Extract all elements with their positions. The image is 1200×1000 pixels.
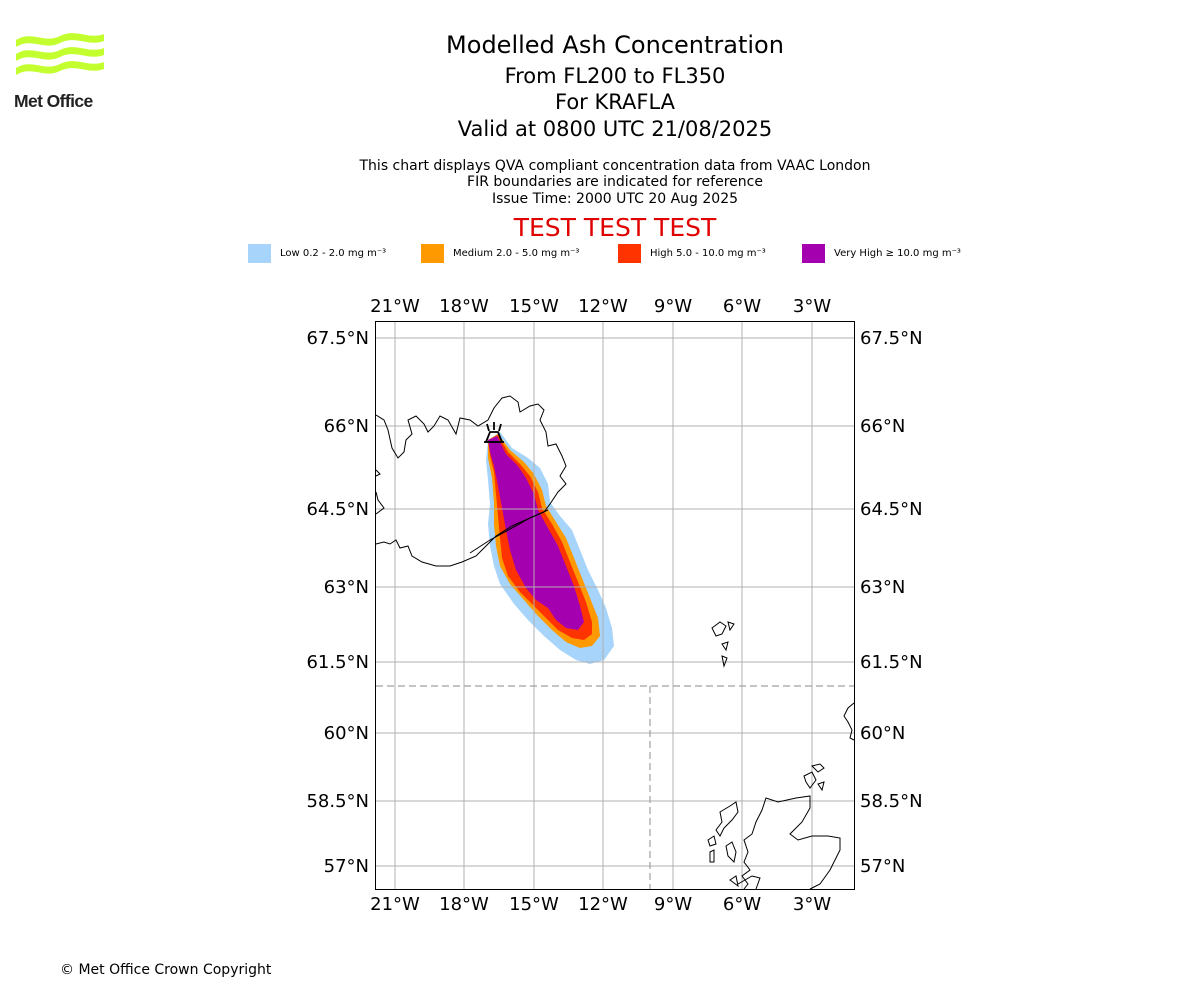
page-title: Modelled Ash Concentration — [446, 31, 784, 59]
flight-levels: From FL200 to FL350 — [504, 64, 726, 88]
lat-label-left: 57°N — [324, 856, 369, 877]
lon-label-top: 9°W — [654, 296, 692, 317]
lon-label-bottom: 3°W — [793, 894, 831, 915]
graticule — [376, 322, 854, 889]
lat-label-left: 60°N — [324, 723, 369, 744]
lon-label-bottom: 15°W — [509, 894, 559, 915]
logo-waves-icon — [16, 33, 104, 75]
hebrides-islands — [707, 801, 761, 890]
legend-label-very-high: Very High ≥ 10.0 mg m⁻³ — [834, 248, 961, 259]
lat-label-right: 64.5°N — [860, 499, 923, 520]
lat-label-left: 61.5°N — [306, 652, 369, 673]
lon-label-bottom: 9°W — [654, 894, 692, 915]
lat-label-left: 67.5°N — [306, 328, 369, 349]
iceland-west-coast — [375, 469, 385, 515]
lon-label-top: 15°W — [509, 296, 559, 317]
lat-label-left: 58.5°N — [306, 791, 369, 812]
faroe-islands — [711, 621, 735, 668]
scotland-coastline — [741, 795, 841, 890]
lat-labels-left: 67.5°N 66°N 64.5°N 63°N 61.5°N 60°N 58.5… — [306, 328, 369, 877]
test-warning: TEST TEST TEST — [513, 213, 717, 242]
lon-label-bottom: 12°W — [578, 894, 628, 915]
volcano-icon — [484, 422, 504, 443]
lat-label-left: 63°N — [324, 577, 369, 598]
legend-label-low: Low 0.2 - 2.0 mg m⁻³ — [280, 248, 387, 259]
lat-label-right: 61.5°N — [860, 652, 923, 673]
legend-swatch-low — [248, 244, 271, 263]
legend-item-very-high: Very High ≥ 10.0 mg m⁻³ — [802, 244, 961, 263]
issue-time: Issue Time: 2000 UTC 20 Aug 2025 — [491, 191, 739, 207]
lon-label-top: 6°W — [723, 296, 761, 317]
fir-boundaries — [376, 685, 854, 889]
lat-label-right: 63°N — [860, 577, 905, 598]
lat-label-right: 58.5°N — [860, 791, 923, 812]
valid-time: Valid at 0800 UTC 21/08/2025 — [457, 117, 773, 141]
legend-item-high: High 5.0 - 10.0 mg m⁻³ — [618, 244, 766, 263]
lon-label-top: 3°W — [793, 296, 831, 317]
logo-text: Met Office — [14, 91, 93, 111]
iceland-inner-line — [469, 509, 549, 554]
lat-label-right: 57°N — [860, 856, 905, 877]
iceland-coastline — [375, 395, 567, 567]
lat-labels-right: 67.5°N 66°N 64.5°N 63°N 61.5°N 60°N 58.5… — [860, 328, 923, 877]
lon-label-bottom: 18°W — [439, 894, 489, 915]
lat-label-right: 67.5°N — [860, 328, 923, 349]
volcano-name: For KRAFLA — [555, 90, 675, 114]
met-office-logo: Met Office — [14, 30, 114, 112]
lon-label-top: 12°W — [578, 296, 628, 317]
ash-very-high-region — [488, 436, 584, 630]
lon-label-bottom: 6°W — [723, 894, 761, 915]
legend-item-low: Low 0.2 - 2.0 mg m⁻³ — [248, 244, 386, 263]
lat-label-right: 66°N — [860, 416, 905, 437]
legend-item-medium: Medium 2.0 - 5.0 mg m⁻³ — [421, 244, 579, 263]
legend-label-medium: Medium 2.0 - 5.0 mg m⁻³ — [453, 248, 580, 259]
lat-label-left: 64.5°N — [306, 499, 369, 520]
lon-labels-top: 21°W 18°W 15°W 12°W 9°W 6°W 3°W — [370, 296, 831, 317]
map-frame — [375, 321, 855, 890]
legend-swatch-very-high — [802, 244, 825, 263]
lon-label-top: 21°W — [370, 296, 420, 317]
copyright: © Met Office Crown Copyright — [60, 962, 272, 978]
legend-swatch-high — [618, 244, 641, 263]
chart-note: This chart displays QVA compliant concen… — [359, 158, 871, 174]
fir-note: FIR boundaries are indicated for referen… — [467, 174, 763, 190]
orkney-islands — [803, 763, 825, 792]
lat-label-right: 60°N — [860, 723, 905, 744]
lon-labels-bottom: 21°W 18°W 15°W 12°W 9°W 6°W 3°W — [370, 894, 831, 915]
legend-label-high: High 5.0 - 10.0 mg m⁻³ — [650, 248, 766, 259]
legend-swatch-medium — [421, 244, 444, 263]
lon-label-bottom: 21°W — [370, 894, 420, 915]
shetland-islands — [843, 702, 855, 741]
lon-label-top: 18°W — [439, 296, 489, 317]
lat-label-left: 66°N — [324, 416, 369, 437]
